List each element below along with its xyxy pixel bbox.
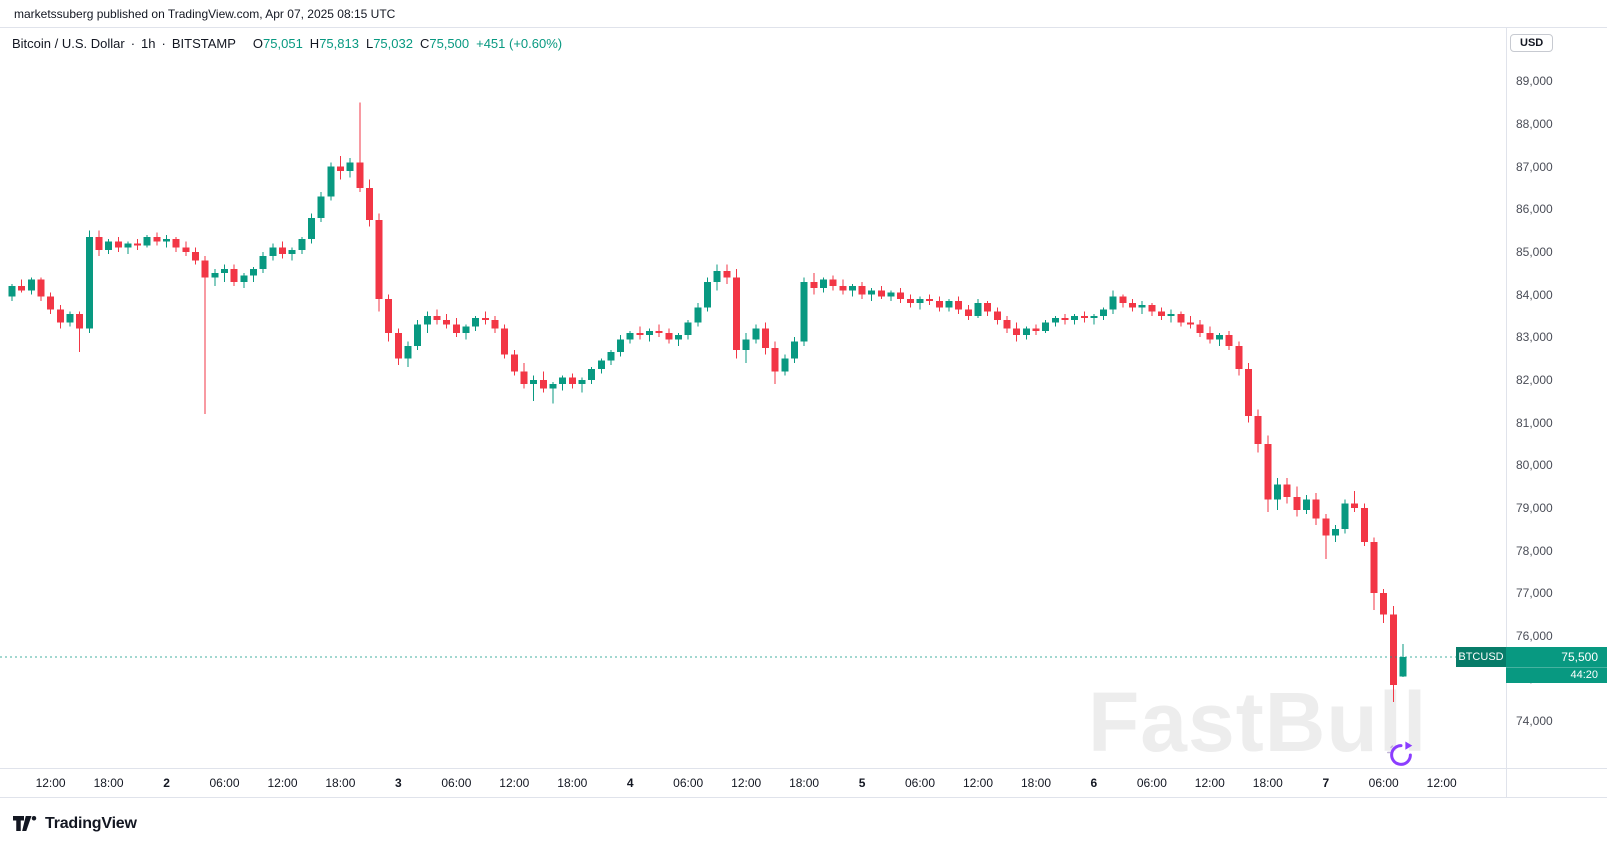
axis-divider xyxy=(1506,769,1507,797)
change-value: +451 (+0.60%) xyxy=(476,36,563,51)
price-tick-label: 76,000 xyxy=(1516,628,1553,643)
time-tick-label: 2 xyxy=(163,776,170,790)
price-tick-label: 87,000 xyxy=(1516,159,1553,174)
currency-toggle-usd[interactable]: USD xyxy=(1510,34,1554,52)
price-tick-label: 74,000 xyxy=(1516,714,1553,729)
time-tick-label: 6 xyxy=(1090,776,1098,790)
time-tick-label: 06:00 xyxy=(1136,776,1167,790)
price-tick-label: 89,000 xyxy=(1516,74,1553,89)
price-tick-label: 78,000 xyxy=(1516,543,1553,558)
price-axis[interactable]: USD 89,000 88,000 87,000 86,000 85,000 84,000… xyxy=(1506,28,1607,768)
tradingview-wordmark[interactable]: TradingView xyxy=(45,814,137,832)
badge-symbol: BTCUSD xyxy=(1456,647,1506,668)
legend-separator: · xyxy=(161,36,166,51)
fastbull-logo-icon xyxy=(1386,740,1416,768)
time-tick-label: 12:00 xyxy=(962,776,994,790)
symbol-title[interactable]: Bitcoin / U.S. Dollar xyxy=(12,36,125,51)
time-tick-label: 4 xyxy=(626,776,634,790)
time-tick-label: 12:00 xyxy=(1194,776,1225,790)
time-tick-label: 12:00 xyxy=(731,776,762,790)
exchange-label[interactable]: BITSTAMP xyxy=(171,36,236,51)
tradingview-logo-icon[interactable] xyxy=(13,816,37,831)
close-label: C xyxy=(419,36,430,51)
time-tick-label: 3 xyxy=(395,776,402,790)
price-tick-label: 81,000 xyxy=(1516,415,1553,430)
time-tick-label: 06:00 xyxy=(441,776,472,790)
interval-label[interactable]: 1h xyxy=(141,36,156,51)
close-value: 75,500 xyxy=(429,36,470,51)
time-tick-label: 18:00 xyxy=(789,776,820,790)
time-tick-label: 06:00 xyxy=(1368,776,1399,790)
badge-price: 75,500 xyxy=(1506,647,1607,668)
time-tick-label: 06:00 xyxy=(904,776,936,790)
price-tick-label: 77,000 xyxy=(1516,586,1553,601)
price-tick-label: 85,000 xyxy=(1516,244,1553,259)
time-tick-label: 5 xyxy=(858,776,866,790)
candlestick-chart[interactable] xyxy=(0,28,1506,768)
fastbull-watermark: FastBull xyxy=(1088,675,1428,768)
ohlc-values: O75,051 H75,813 L75,032 C75,500 +451 (+0… xyxy=(246,36,562,51)
footer-bar: TradingView xyxy=(0,797,1607,849)
legend-separator: · xyxy=(130,36,136,51)
symbol-legend: Bitcoin / U.S. Dollar · 1h · BITSTAMP O7… xyxy=(12,36,562,51)
price-tick-label: 84,000 xyxy=(1516,287,1553,302)
chart-main: FastBull Bitcoin / U.S. Dollar · 1h · BI… xyxy=(0,28,1607,768)
chart-pane[interactable]: FastBull Bitcoin / U.S. Dollar · 1h · BI… xyxy=(0,28,1506,768)
time-tick-label: 06:00 xyxy=(209,776,240,790)
price-tick-label: 83,000 xyxy=(1516,330,1553,345)
bar-countdown: 44:20 xyxy=(1506,667,1607,684)
attribution-text: marketssuberg published on TradingView.c… xyxy=(14,6,396,21)
open-label: O xyxy=(252,36,264,51)
current-price-badge: BTCUSD 75,500 44:20 xyxy=(1456,647,1607,684)
price-tick-label: 86,000 xyxy=(1516,202,1553,217)
price-tick-label: 80,000 xyxy=(1516,458,1553,473)
open-value: 75,051 xyxy=(263,36,303,51)
time-tick-label: 18:00 xyxy=(93,776,124,790)
price-tick-label: 88,000 xyxy=(1516,117,1553,131)
high-value: 75,813 xyxy=(319,36,359,51)
high-label: H xyxy=(309,36,320,51)
attribution-bar: marketssuberg published on TradingView.c… xyxy=(0,0,1607,28)
time-tick-label: 18:00 xyxy=(557,776,588,790)
price-tick-label: 82,000 xyxy=(1516,372,1553,387)
price-tick-label: 79,000 xyxy=(1516,500,1553,515)
time-tick-label: 06:00 xyxy=(673,776,704,790)
time-tick-label: 18:00 xyxy=(1252,776,1283,790)
time-tick-label: 12:00 xyxy=(499,776,530,790)
time-tick-label: 12:00 xyxy=(35,776,66,790)
time-tick-label: 18:00 xyxy=(1020,776,1052,790)
time-axis[interactable]: 12:00 18:00 2 06:00 12:00 18:00 3 06:00 12:00 18:… xyxy=(0,768,1607,797)
low-label: L xyxy=(365,36,374,51)
time-tick-label: 18:00 xyxy=(325,776,356,790)
low-value: 75,032 xyxy=(373,36,413,51)
time-tick-label: 12:00 xyxy=(1426,776,1457,790)
time-tick-label: 12:00 xyxy=(267,776,298,790)
time-tick-label: 7 xyxy=(1322,776,1330,790)
